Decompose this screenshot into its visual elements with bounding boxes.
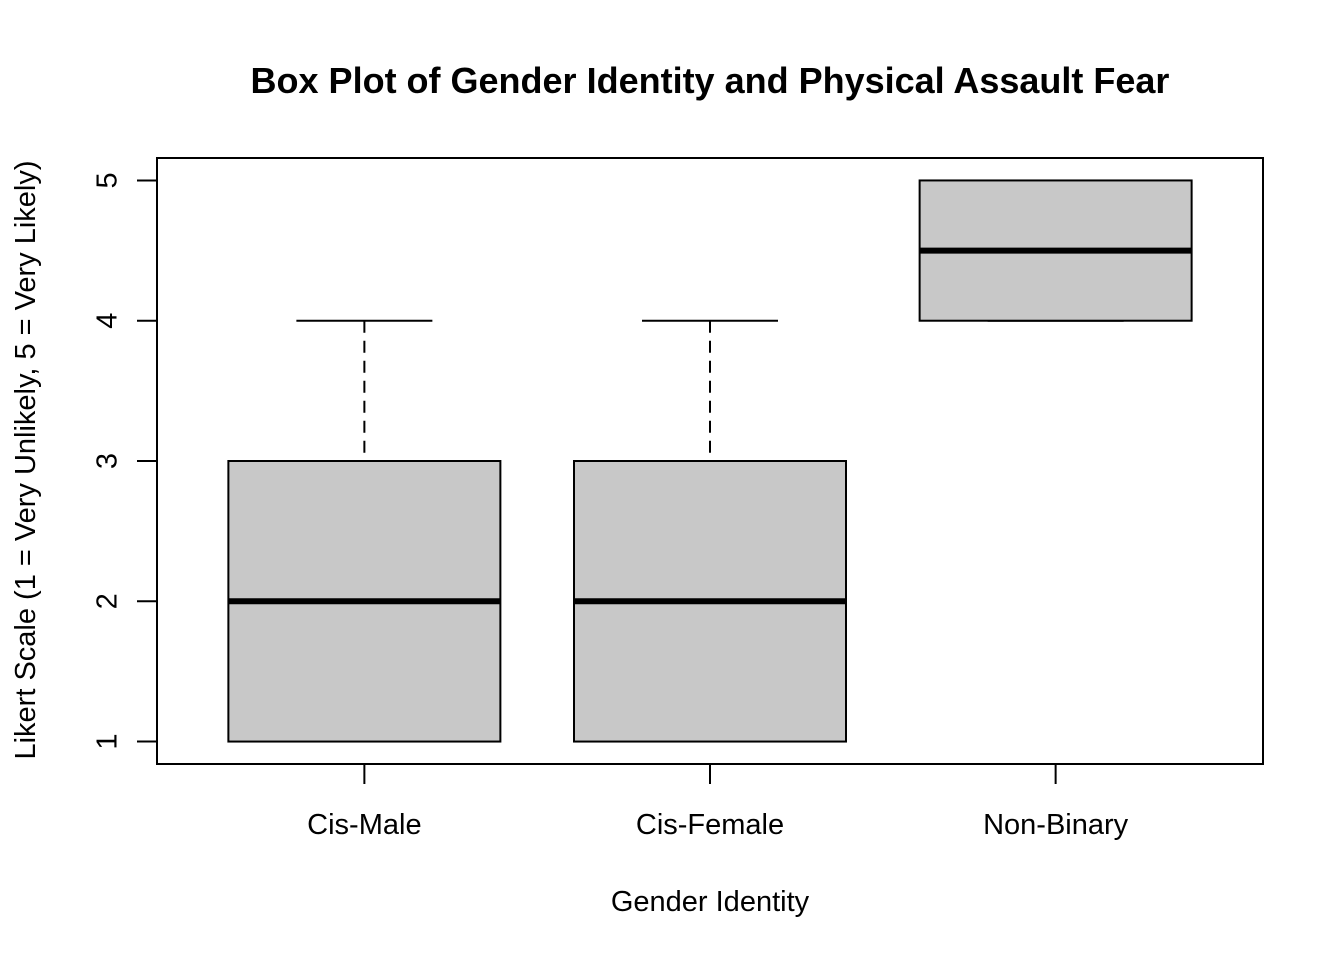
- y-axis-label: Likert Scale (1 = Very Unlikely, 5 = Ver…: [10, 160, 42, 759]
- y-tick-label: 1: [92, 733, 124, 749]
- x-tick-label: Cis-Female: [636, 809, 784, 841]
- chart-title: Box Plot of Gender Identity and Physical…: [251, 60, 1170, 101]
- x-tick-label: Non-Binary: [983, 809, 1129, 841]
- y-tick-label: 4: [92, 313, 124, 329]
- chart-marks: 1 2 3 4 5 Cis-Male Cis-Female Non-Binary: [92, 172, 1193, 841]
- x-tick-label: Cis-Male: [307, 809, 421, 841]
- y-tick-label: 5: [92, 172, 124, 188]
- y-tick-label: 3: [92, 453, 124, 469]
- y-tick-label: 2: [92, 593, 124, 609]
- x-axis-label: Gender Identity: [611, 886, 810, 918]
